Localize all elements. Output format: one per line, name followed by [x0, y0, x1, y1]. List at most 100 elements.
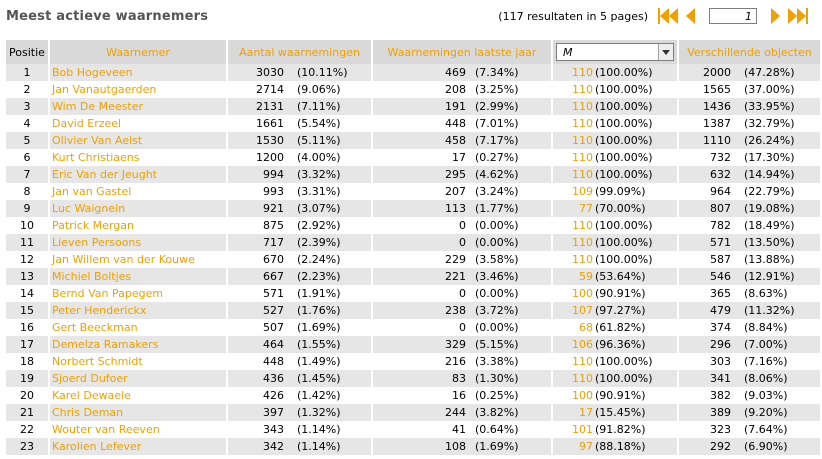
table-row: 12 Jan Willem van der Kouwe 670 (2.24%) 229(…: [6, 251, 820, 268]
table-row: 19 Sjoerd Dufoer 436 (1.45%) 83 (1.30%) 110 (10…: [6, 370, 820, 387]
row-laatste-jaar: 108 (1.69%): [373, 438, 551, 455]
first-page-button[interactable]: [658, 8, 678, 24]
month-count-link[interactable]: 17: [579, 406, 593, 419]
row-objecten: 1110 (26.24%): [679, 132, 820, 149]
row-filter-cell: 68 (61.82%): [553, 319, 677, 336]
next-page-button[interactable]: [771, 8, 780, 24]
row-laatste-jaar: 221 (3.46%): [373, 268, 551, 285]
row-observer-cell: Demelza Ramakers: [50, 336, 226, 353]
chevron-right-icon: [771, 8, 780, 24]
month-count-link[interactable]: 106: [572, 338, 593, 351]
row-filter-cell: 97 (88.18%): [553, 438, 677, 455]
row-aantal: 667 (2.23%): [228, 268, 371, 285]
month-count-link[interactable]: 101: [572, 423, 593, 436]
month-count-link[interactable]: 68: [579, 321, 593, 334]
month-count-link[interactable]: 109: [572, 185, 593, 198]
observer-link[interactable]: Jan van Gastel: [52, 185, 132, 198]
chevron-down-icon[interactable]: [658, 44, 673, 60]
month-count-link[interactable]: 110: [572, 151, 593, 164]
month-count-link[interactable]: 107: [572, 304, 593, 317]
table-row: 14 Bernd Van Papegem 571 (1.91%) 0 (0.00%) 100…: [6, 285, 820, 302]
row-aantal: 1530 (5.11%): [228, 132, 371, 149]
row-aantal: 3030 (10.11%): [228, 64, 371, 81]
row-position: 17: [6, 336, 48, 353]
observer-link[interactable]: Karel Dewaele: [52, 389, 131, 402]
observer-link[interactable]: Jan Vanautgaerden: [52, 83, 157, 96]
observer-link[interactable]: Demelza Ramakers: [52, 338, 159, 351]
observer-link[interactable]: Gert Beeckman: [52, 321, 138, 334]
month-count-link[interactable]: 110: [572, 253, 593, 266]
month-count-link[interactable]: 110: [572, 168, 593, 181]
month-filter-select[interactable]: M: [556, 43, 674, 61]
column-header-aantal[interactable]: Aantal waarnemingen: [228, 40, 371, 64]
month-count-link[interactable]: 110: [572, 117, 593, 130]
row-laatste-jaar: 208 (3.25%): [373, 81, 551, 98]
observer-link[interactable]: Olivier Van Aelst: [52, 134, 143, 147]
observer-link[interactable]: Patrick Mergan: [52, 219, 134, 232]
observer-link[interactable]: Michiel Boltjes: [52, 270, 132, 283]
month-count-link[interactable]: 110: [572, 83, 593, 96]
observer-link[interactable]: Jan Willem van der Kouwe: [52, 253, 195, 266]
observer-link[interactable]: Bob Hogeveen: [52, 66, 133, 79]
row-objecten: 341 (8.06%): [679, 370, 820, 387]
month-count-link[interactable]: 110: [572, 236, 593, 249]
row-position: 10: [6, 217, 48, 234]
column-header-objecten[interactable]: Verschillende objecten: [679, 40, 820, 64]
row-filter-cell: 17 (15.45%): [553, 404, 677, 421]
observer-link[interactable]: Wim De Meester: [52, 100, 143, 113]
column-header-laatste-jaar[interactable]: Waarnemingen laatste jaar: [373, 40, 551, 64]
observer-link[interactable]: Kurt Christiaens: [52, 151, 140, 164]
row-aantal: 342 (1.14%): [228, 438, 371, 455]
row-objecten: 571 (13.50%): [679, 234, 820, 251]
row-objecten: 546 (12.91%): [679, 268, 820, 285]
prev-page-button[interactable]: [686, 8, 695, 24]
month-count-link[interactable]: 110: [572, 134, 593, 147]
row-laatste-jaar: 469 (7.34%): [373, 64, 551, 81]
row-filter-cell: 110 (100.00%): [553, 234, 677, 251]
observer-link[interactable]: Peter Henderickx: [52, 304, 147, 317]
observer-link[interactable]: Karolien Lefever: [52, 440, 142, 453]
month-count-link[interactable]: 110: [572, 355, 593, 368]
observer-link[interactable]: Luc Waignein: [52, 202, 126, 215]
month-count-link[interactable]: 97: [579, 440, 593, 453]
row-position: 22: [6, 421, 48, 438]
page-number-input[interactable]: [709, 8, 757, 24]
row-observer-cell: Olivier Van Aelst: [50, 132, 226, 149]
row-laatste-jaar: 41 (0.64%): [373, 421, 551, 438]
row-filter-cell: 110 (100.00%): [553, 217, 677, 234]
table-row: 23 Karolien Lefever 342 (1.14%) 108 (1.69%) 97…: [6, 438, 820, 455]
month-count-link[interactable]: 59: [579, 270, 593, 283]
row-position: 20: [6, 387, 48, 404]
month-count-link[interactable]: 110: [572, 372, 593, 385]
month-count-link[interactable]: 77: [579, 202, 593, 215]
row-position: 1: [6, 64, 48, 81]
row-filter-cell: 110 (100.00%): [553, 353, 677, 370]
row-observer-cell: Wouter van Reeven: [50, 421, 226, 438]
month-count-link[interactable]: 100: [572, 389, 593, 402]
observer-link[interactable]: Eric Van der Jeught: [52, 168, 157, 181]
observer-link[interactable]: Bernd Van Papegem: [52, 287, 164, 300]
row-observer-cell: Lieven Persoons: [50, 234, 226, 251]
observer-link[interactable]: Norbert Schmidt: [52, 355, 143, 368]
row-laatste-jaar: 244 (3.82%): [373, 404, 551, 421]
row-objecten: 389 (9.20%): [679, 404, 820, 421]
row-objecten: 303 (7.16%): [679, 353, 820, 370]
month-count-link[interactable]: 100: [572, 287, 593, 300]
row-laatste-jaar: 17 (0.27%): [373, 149, 551, 166]
row-aantal: 717 (2.39%): [228, 234, 371, 251]
row-filter-cell: 59 (53.64%): [553, 268, 677, 285]
observer-link[interactable]: Wouter van Reeven: [52, 423, 160, 436]
month-count-link[interactable]: 110: [572, 66, 593, 79]
observer-link[interactable]: Lieven Persoons: [52, 236, 142, 249]
last-page-button[interactable]: [788, 8, 808, 24]
month-count-link[interactable]: 110: [572, 219, 593, 232]
row-laatste-jaar: 238 (3.72%): [373, 302, 551, 319]
column-header-waarnemer[interactable]: Waarnemer: [50, 40, 226, 64]
observer-link[interactable]: Sjoerd Dufoer: [52, 372, 128, 385]
row-filter-cell: 109 (99.09%): [553, 183, 677, 200]
month-count-link[interactable]: 110: [572, 100, 593, 113]
observer-link[interactable]: David Erzeel: [52, 117, 122, 130]
table-row: 6 Kurt Christiaens 1200 (4.00%) 17 (0.27%) 110…: [6, 149, 820, 166]
observer-link[interactable]: Chris Deman: [52, 406, 124, 419]
row-laatste-jaar: 0 (0.00%): [373, 319, 551, 336]
